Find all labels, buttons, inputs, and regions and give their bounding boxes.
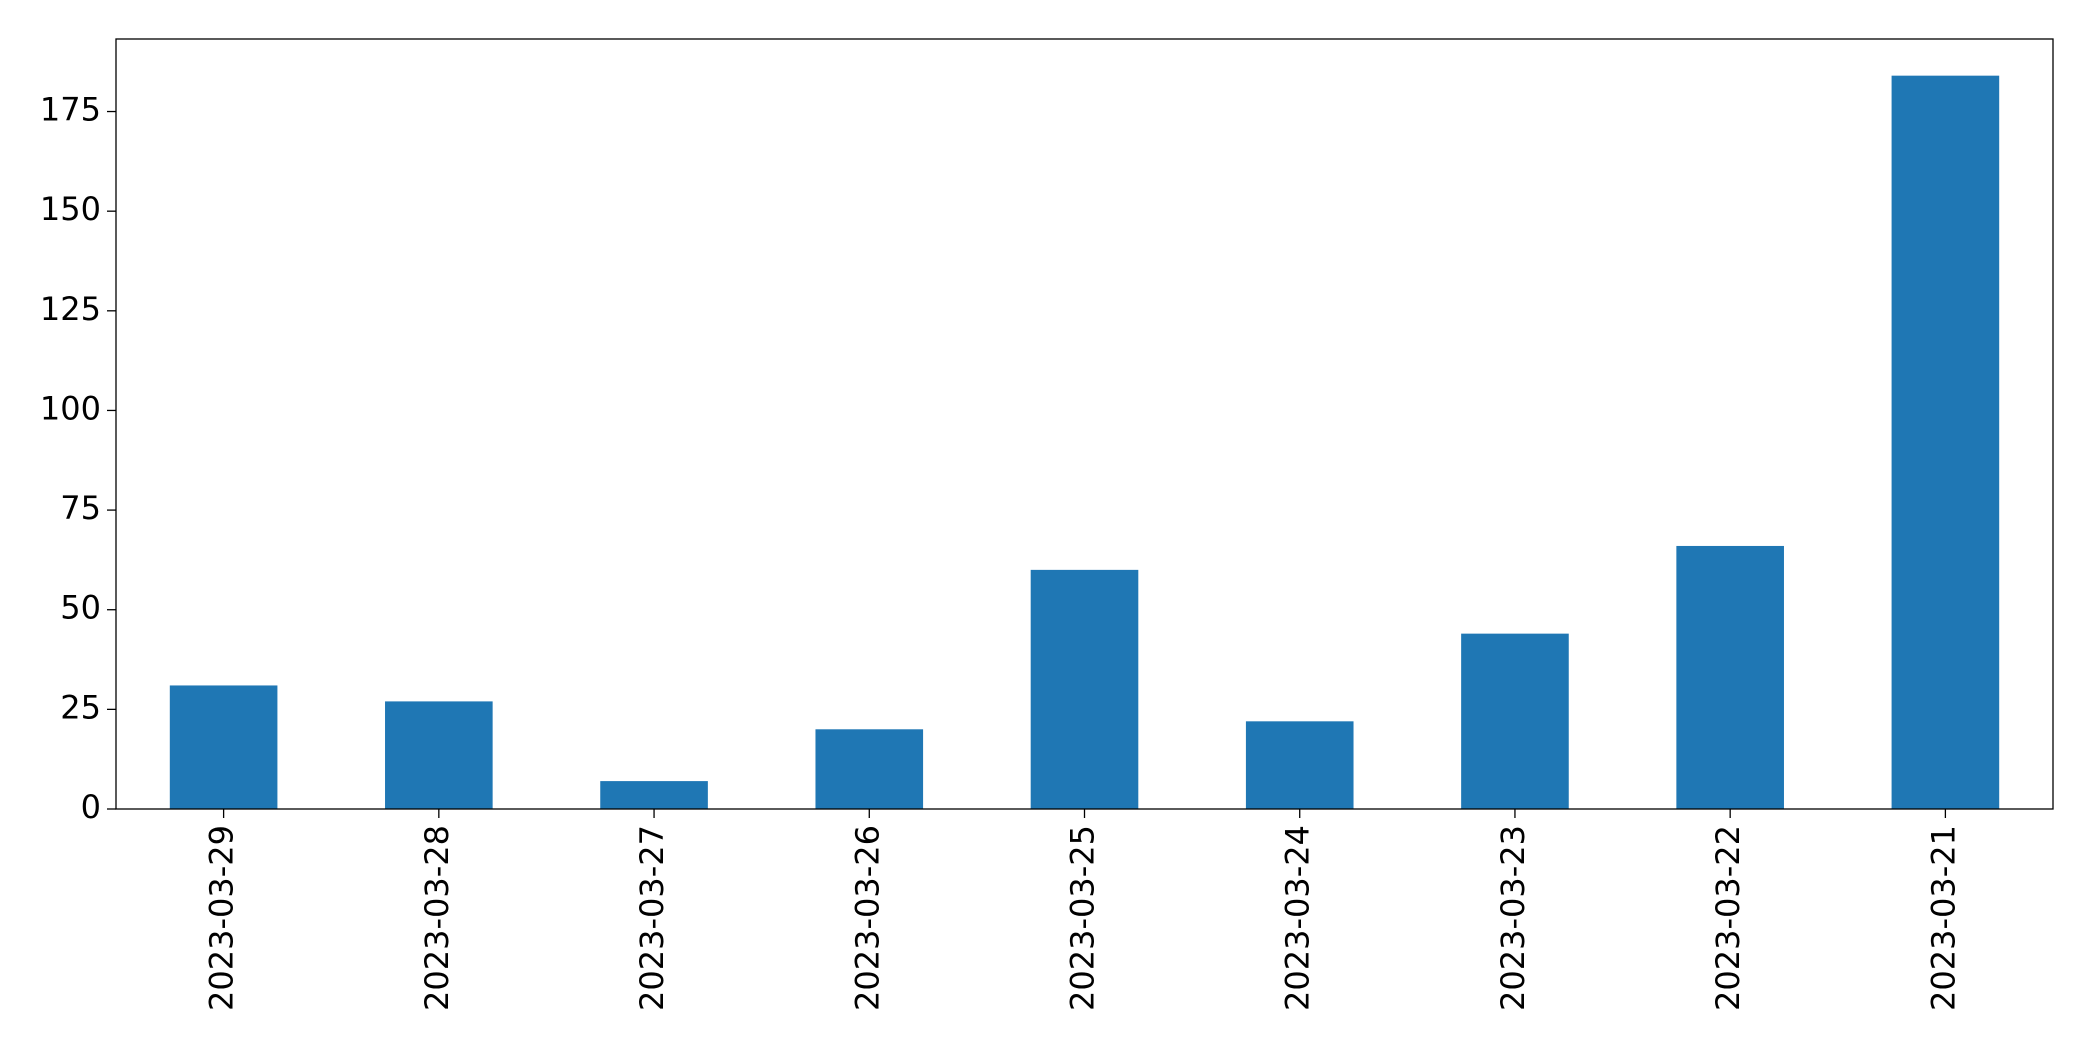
plot-frame bbox=[115, 38, 2054, 810]
y-tick-label: 150 bbox=[40, 190, 101, 228]
bar bbox=[169, 685, 278, 809]
bar bbox=[600, 781, 708, 809]
y-tick-label: 75 bbox=[60, 489, 101, 527]
x-tick-label: 2023-03-25 bbox=[1064, 825, 1102, 1011]
y-tick-label: 0 bbox=[81, 788, 101, 826]
x-tick-label: 2023-03-27 bbox=[633, 825, 671, 1011]
x-tick-label: 2023-03-23 bbox=[1494, 825, 1532, 1011]
x-tick-label: 2023-03-22 bbox=[1709, 825, 1747, 1011]
y-tick-label: 175 bbox=[40, 91, 101, 129]
x-tick-label: 2023-03-26 bbox=[848, 825, 886, 1011]
bar bbox=[1245, 721, 1354, 809]
x-tick-label: 2023-03-21 bbox=[1924, 825, 1962, 1011]
bar bbox=[1461, 633, 1569, 809]
y-tick-label: 125 bbox=[40, 290, 101, 328]
x-tick-label: 2023-03-28 bbox=[418, 825, 456, 1011]
y-tick-label: 50 bbox=[60, 589, 101, 627]
bar bbox=[815, 729, 924, 809]
y-tick-label: 100 bbox=[40, 389, 101, 427]
bar bbox=[385, 701, 493, 809]
bar bbox=[1030, 569, 1139, 809]
y-tick-label: 25 bbox=[60, 688, 101, 726]
x-tick-label: 2023-03-29 bbox=[203, 825, 241, 1011]
bar bbox=[1891, 75, 2000, 809]
bar bbox=[1676, 545, 1784, 809]
x-tick-label: 2023-03-24 bbox=[1279, 825, 1317, 1011]
